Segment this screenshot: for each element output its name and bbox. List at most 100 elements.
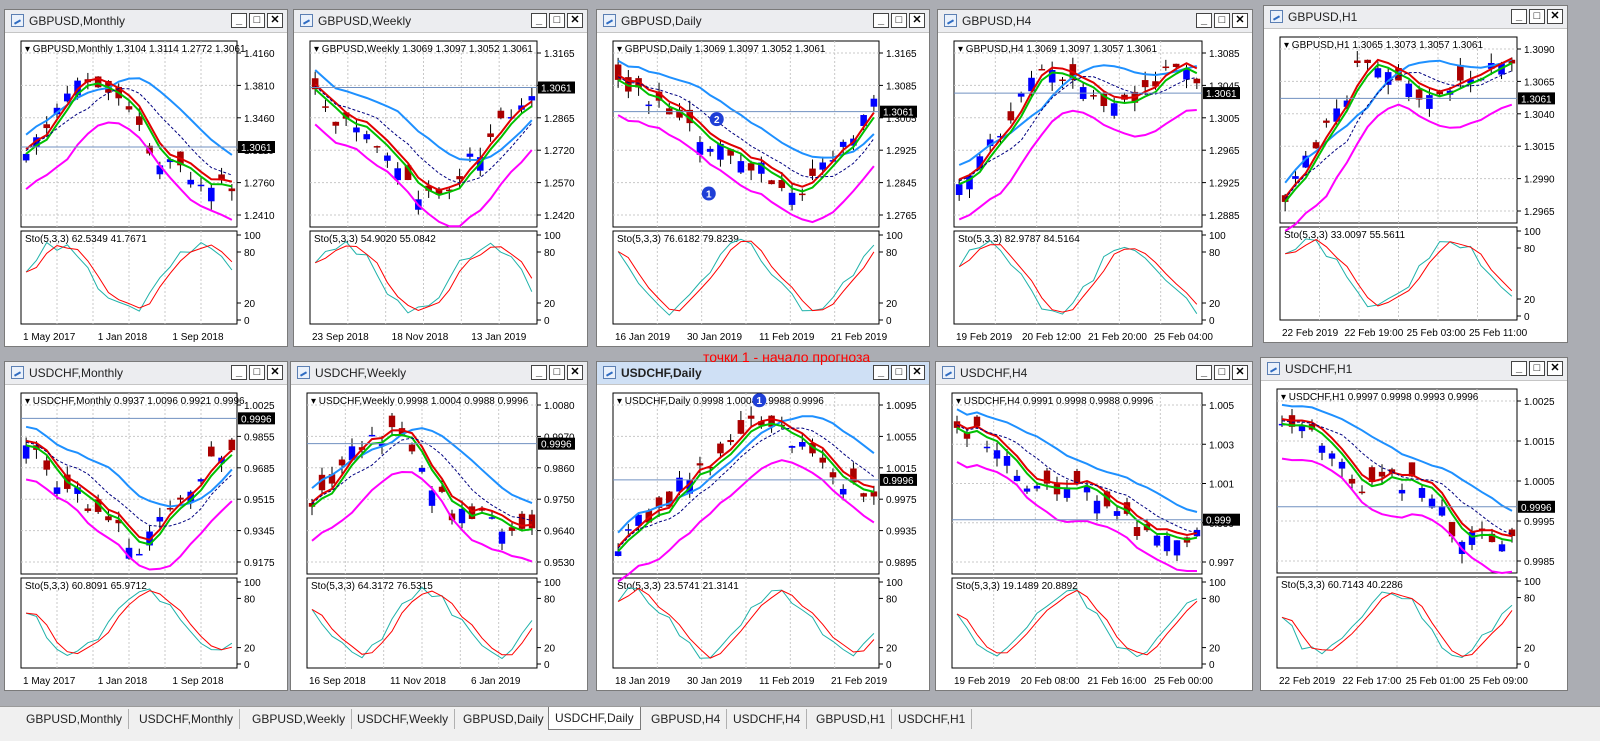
title-bar[interactable]: USDCHF,H4 _ □ ✕ xyxy=(936,362,1252,385)
chart-window-gbpusd-weekly[interactable]: GBPUSD,Weekly_□✕1.31651.30151.28651.2720… xyxy=(293,9,588,347)
tab-gbpusd-h4[interactable]: GBPUSD,H4 xyxy=(645,709,728,729)
chart-window-usdchf-monthly[interactable]: USDCHF,Monthly _ □ ✕ 1.0025 0.9855 0.9685 0.951… xyxy=(4,361,288,691)
stochastic-header: Sto(5,3,3) 64.3172 76.5315 xyxy=(311,581,433,592)
maximize-button[interactable]: □ xyxy=(249,13,265,28)
price-scale-label: 1.3085 xyxy=(1209,49,1240,60)
title-bar[interactable]: GBPUSD,Weekly _ □ ✕ xyxy=(294,10,587,33)
maximize-button[interactable]: □ xyxy=(549,13,565,28)
close-button[interactable]: ✕ xyxy=(567,13,583,28)
time-axis-label: 21 Feb 16:00 xyxy=(1087,676,1146,687)
tab-usdchf-h1[interactable]: USDCHF,H1 xyxy=(892,709,973,729)
title-bar[interactable]: USDCHF,Daily _ □ ✕ xyxy=(597,362,929,385)
chart-window-gbpusd-h1[interactable]: GBPUSD,H1 _ □ ✕ 1.3090 1.3065 1.3040 1.3015 1.29… xyxy=(1263,5,1568,343)
moving-average-red xyxy=(617,417,875,548)
stochastic-scale-label: 80 xyxy=(1209,594,1221,605)
maximize-button[interactable]: □ xyxy=(891,13,907,28)
chart-window-gbpusd-daily[interactable]: GBPUSD,Daily _ □ ✕ 1.3165 1.3085 1.3005 1.2925 1… xyxy=(596,9,930,347)
moving-average-blue xyxy=(25,425,233,508)
close-button[interactable]: ✕ xyxy=(1547,361,1563,376)
price-scale-label: 0.9985 xyxy=(1524,557,1555,568)
minimize-button[interactable]: _ xyxy=(1196,13,1212,28)
chart-window-gbpusd-h4[interactable]: GBPUSD,H4 _ □ ✕ 1.3085 1.3045 1.3005 1.2965 1.29… xyxy=(937,9,1253,347)
moving-average-blue xyxy=(956,408,1198,513)
close-button[interactable]: ✕ xyxy=(267,365,283,380)
time-axis-label: 11 Feb 2019 xyxy=(759,676,815,687)
moving-average-green xyxy=(617,79,875,193)
minimize-button[interactable]: _ xyxy=(531,365,547,380)
moving-average-green xyxy=(25,82,233,188)
tab-gbpusd-h1[interactable]: GBPUSD,H1 xyxy=(810,709,893,729)
title-bar[interactable]: USDCHF,H1 _ □ ✕ xyxy=(1261,358,1567,381)
chart-window-usdchf-h4[interactable]: USDCHF,H4 _□✕ 1.005 1.003 1.001 0.999 0.997 ▾ U… xyxy=(935,361,1253,691)
stochastic-main-line xyxy=(1285,238,1513,308)
minimize-button[interactable]: _ xyxy=(1196,365,1212,380)
chart-area[interactable]: 1.0025 0.9855 0.9685 0.9515 0.9345 0.9175 ▾ US… xyxy=(5,385,287,690)
title-bar[interactable]: GBPUSD,Monthly _ □ ✕ xyxy=(5,10,287,33)
chart-area[interactable]: 1.3165 1.3085 1.3005 1.2925 1.2845 1.2765 ▾ GB… xyxy=(597,33,929,346)
maximize-button[interactable]: □ xyxy=(1214,13,1230,28)
minimize-button[interactable]: _ xyxy=(531,13,547,28)
price-scale-label: 1.3005 xyxy=(1209,114,1240,125)
maximize-button[interactable]: □ xyxy=(549,365,565,380)
close-button[interactable]: ✕ xyxy=(1547,9,1563,24)
stochastic-header: Sto(5,3,3) 76.6182 79.8239 xyxy=(617,234,739,245)
chart-area[interactable]: 1.0025 1.0015 1.0005 0.9995 0.9985 ▾ USDCHF,H… xyxy=(1261,381,1567,690)
tab-gbpusd-daily[interactable]: GBPUSD,Daily xyxy=(457,709,551,729)
price-scale-label: 0.9530 xyxy=(544,558,575,569)
chart-area[interactable]: 1.3085 1.3045 1.3005 1.2965 1.2925 1.2885 ▾ GB… xyxy=(938,33,1252,346)
chart-area[interactable]: 1.005 1.003 1.001 0.999 0.997 ▾ USDCHF,H4 0.9… xyxy=(936,385,1252,690)
close-button[interactable]: ✕ xyxy=(909,13,925,28)
chart-window-icon xyxy=(300,14,313,27)
maximize-button[interactable]: □ xyxy=(249,365,265,380)
minimize-button[interactable]: _ xyxy=(873,13,889,28)
chart-window-usdchf-weekly[interactable]: USDCHF,Weekly_□✕1.00800.99700.98600.9750… xyxy=(290,361,588,691)
tab-usdchf-weekly[interactable]: USDCHF,Weekly xyxy=(351,709,456,729)
close-button[interactable]: ✕ xyxy=(1232,365,1248,380)
chart-area[interactable]: 1.3090 1.3065 1.3040 1.3015 1.2990 1.2965 ▾ GB… xyxy=(1264,29,1567,342)
price-scale-label: 1.005 xyxy=(1209,401,1234,412)
tab-gbpusd-weekly[interactable]: GBPUSD,Weekly xyxy=(246,709,353,729)
minimize-button[interactable]: _ xyxy=(1511,361,1527,376)
time-axis-label: 18 Nov 2018 xyxy=(392,332,449,343)
stochastic-signal-line xyxy=(617,587,875,659)
moving-average-red xyxy=(25,77,233,183)
minimize-button[interactable]: _ xyxy=(873,365,889,380)
chart-window-usdchf-daily[interactable]: USDCHF,Daily _ □ ✕ 1.0095 1.0055 1.0015 0.9975 0… xyxy=(596,361,930,691)
title-bar[interactable]: USDCHF,Weekly _ □ ✕ xyxy=(291,362,587,385)
close-button[interactable]: ✕ xyxy=(567,365,583,380)
window-title: GBPUSD,Daily xyxy=(621,14,702,28)
tab-gbpusd-monthly[interactable]: GBPUSD,Monthly xyxy=(20,709,130,729)
minimize-button[interactable]: _ xyxy=(1511,9,1527,24)
chart-area[interactable]: 1.0095 1.0055 1.0015 0.9975 0.9935 0.9895 ▾ US… xyxy=(597,385,929,690)
time-axis-label: 25 Feb 11:00 xyxy=(1469,328,1528,339)
minimize-button[interactable]: _ xyxy=(231,365,247,380)
close-button[interactable]: ✕ xyxy=(267,13,283,28)
price-scale-label: 1.3065 xyxy=(1524,77,1555,88)
price-scale-label: 1.2845 xyxy=(886,179,917,190)
title-bar[interactable]: GBPUSD,H4 _ □ ✕ xyxy=(938,10,1252,33)
price-scale-label: 0.9175 xyxy=(244,558,275,569)
title-bar[interactable]: USDCHF,Monthly _ □ ✕ xyxy=(5,362,287,385)
chart-window-usdchf-h1[interactable]: USDCHF,H1 _ □ ✕ 1.0025 1.0015 1.0005 0.9995 0.99… xyxy=(1260,357,1568,691)
chart-window-gbpusd-monthly[interactable]: GBPUSD,Monthly_□✕1.41601.38101.34601.311… xyxy=(4,9,288,347)
stochastic-scale-label: 0 xyxy=(1209,316,1215,327)
tab-usdchf-h4[interactable]: USDCHF,H4 xyxy=(727,709,808,729)
title-bar[interactable]: GBPUSD,H1 _ □ ✕ xyxy=(1264,6,1567,29)
close-button[interactable]: ✕ xyxy=(909,365,925,380)
window-title: GBPUSD,H4 xyxy=(962,14,1032,28)
title-bar[interactable]: GBPUSD,Daily _ □ ✕ xyxy=(597,10,929,33)
maximize-button[interactable]: □ xyxy=(1214,365,1230,380)
close-button[interactable]: ✕ xyxy=(1232,13,1248,28)
stochastic-scale-label: 100 xyxy=(1209,231,1226,242)
maximize-button[interactable]: □ xyxy=(891,365,907,380)
maximize-button[interactable]: □ xyxy=(1529,361,1545,376)
minimize-button[interactable]: _ xyxy=(231,13,247,28)
tab-usdchf-monthly[interactable]: USDCHF,Monthly xyxy=(133,709,241,729)
forecast-point-marker xyxy=(701,186,716,201)
maximize-button[interactable]: □ xyxy=(1529,9,1545,24)
stochastic-scale-label: 80 xyxy=(544,594,556,605)
tab-usdchf-daily[interactable]: USDCHF,Daily xyxy=(548,707,641,730)
